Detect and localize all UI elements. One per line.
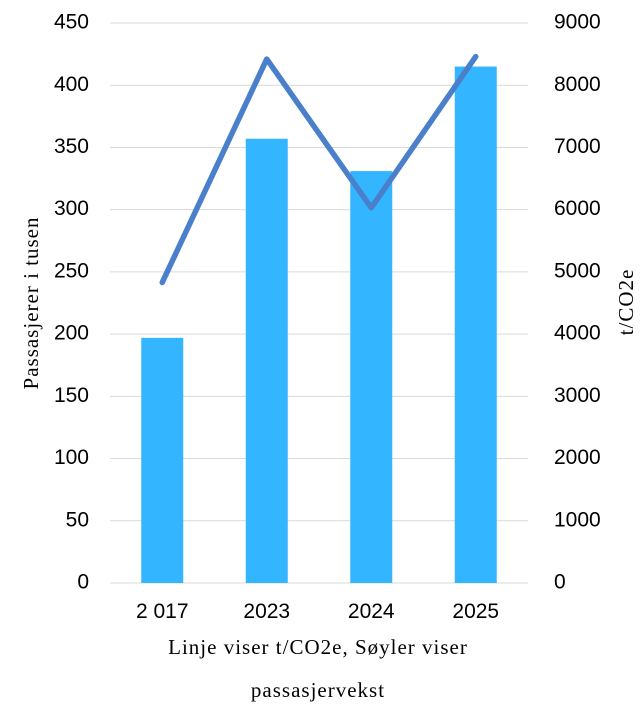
x-tick-label: 2 017 (136, 600, 189, 623)
left-axis-title: Passasjerer i tusen (19, 217, 43, 390)
left-tick-label: 250 (54, 259, 89, 282)
x-tick-label: 2025 (452, 600, 499, 623)
left-tick-label: 450 (54, 11, 89, 34)
left-tick-label: 400 (54, 73, 89, 96)
right-tick-label: 8000 (554, 73, 601, 96)
right-tick-label: 5000 (554, 259, 601, 282)
right-tick-label: 2000 (554, 446, 601, 469)
right-tick-label: 6000 (554, 197, 601, 220)
right-tick-label: 0 (554, 571, 566, 594)
x-tick-label: 2023 (243, 600, 290, 623)
left-tick-label: 350 (54, 135, 89, 158)
right-tick-label: 7000 (554, 135, 601, 158)
x-axis-title-line-1: Linje viser t/CO2e, Søyler viser (168, 635, 468, 659)
left-tick-label: 200 (54, 322, 89, 345)
left-axis-ticks: 0 50 100 150 200 250 300 350 400 450 (54, 11, 89, 594)
bar (245, 138, 288, 583)
left-tick-label: 100 (54, 446, 89, 469)
x-tick-label: 2024 (348, 600, 395, 623)
right-tick-label: 4000 (554, 322, 601, 345)
right-axis-ticks: 0 1000 2000 3000 4000 5000 6000 7000 8000 9000 (554, 11, 601, 594)
bar-series (141, 66, 497, 584)
right-tick-label: 9000 (554, 11, 601, 34)
series-line (159, 53, 479, 286)
right-tick-label: 1000 (554, 508, 601, 531)
right-axis-title: t/CO2e (614, 269, 638, 336)
bar (350, 171, 393, 584)
left-tick-label: 50 (66, 508, 89, 531)
left-tick-label: 150 (54, 384, 89, 407)
left-tick-label: 300 (54, 197, 89, 220)
left-tick-label: 0 (77, 571, 89, 594)
x-axis-ticks: 2 017 2023 2024 2025 (136, 600, 499, 623)
x-axis-title-line-2: passasjervekst (251, 678, 385, 702)
right-tick-label: 3000 (554, 384, 601, 407)
bar (141, 337, 184, 583)
line-series (159, 53, 479, 286)
bar (454, 66, 497, 584)
